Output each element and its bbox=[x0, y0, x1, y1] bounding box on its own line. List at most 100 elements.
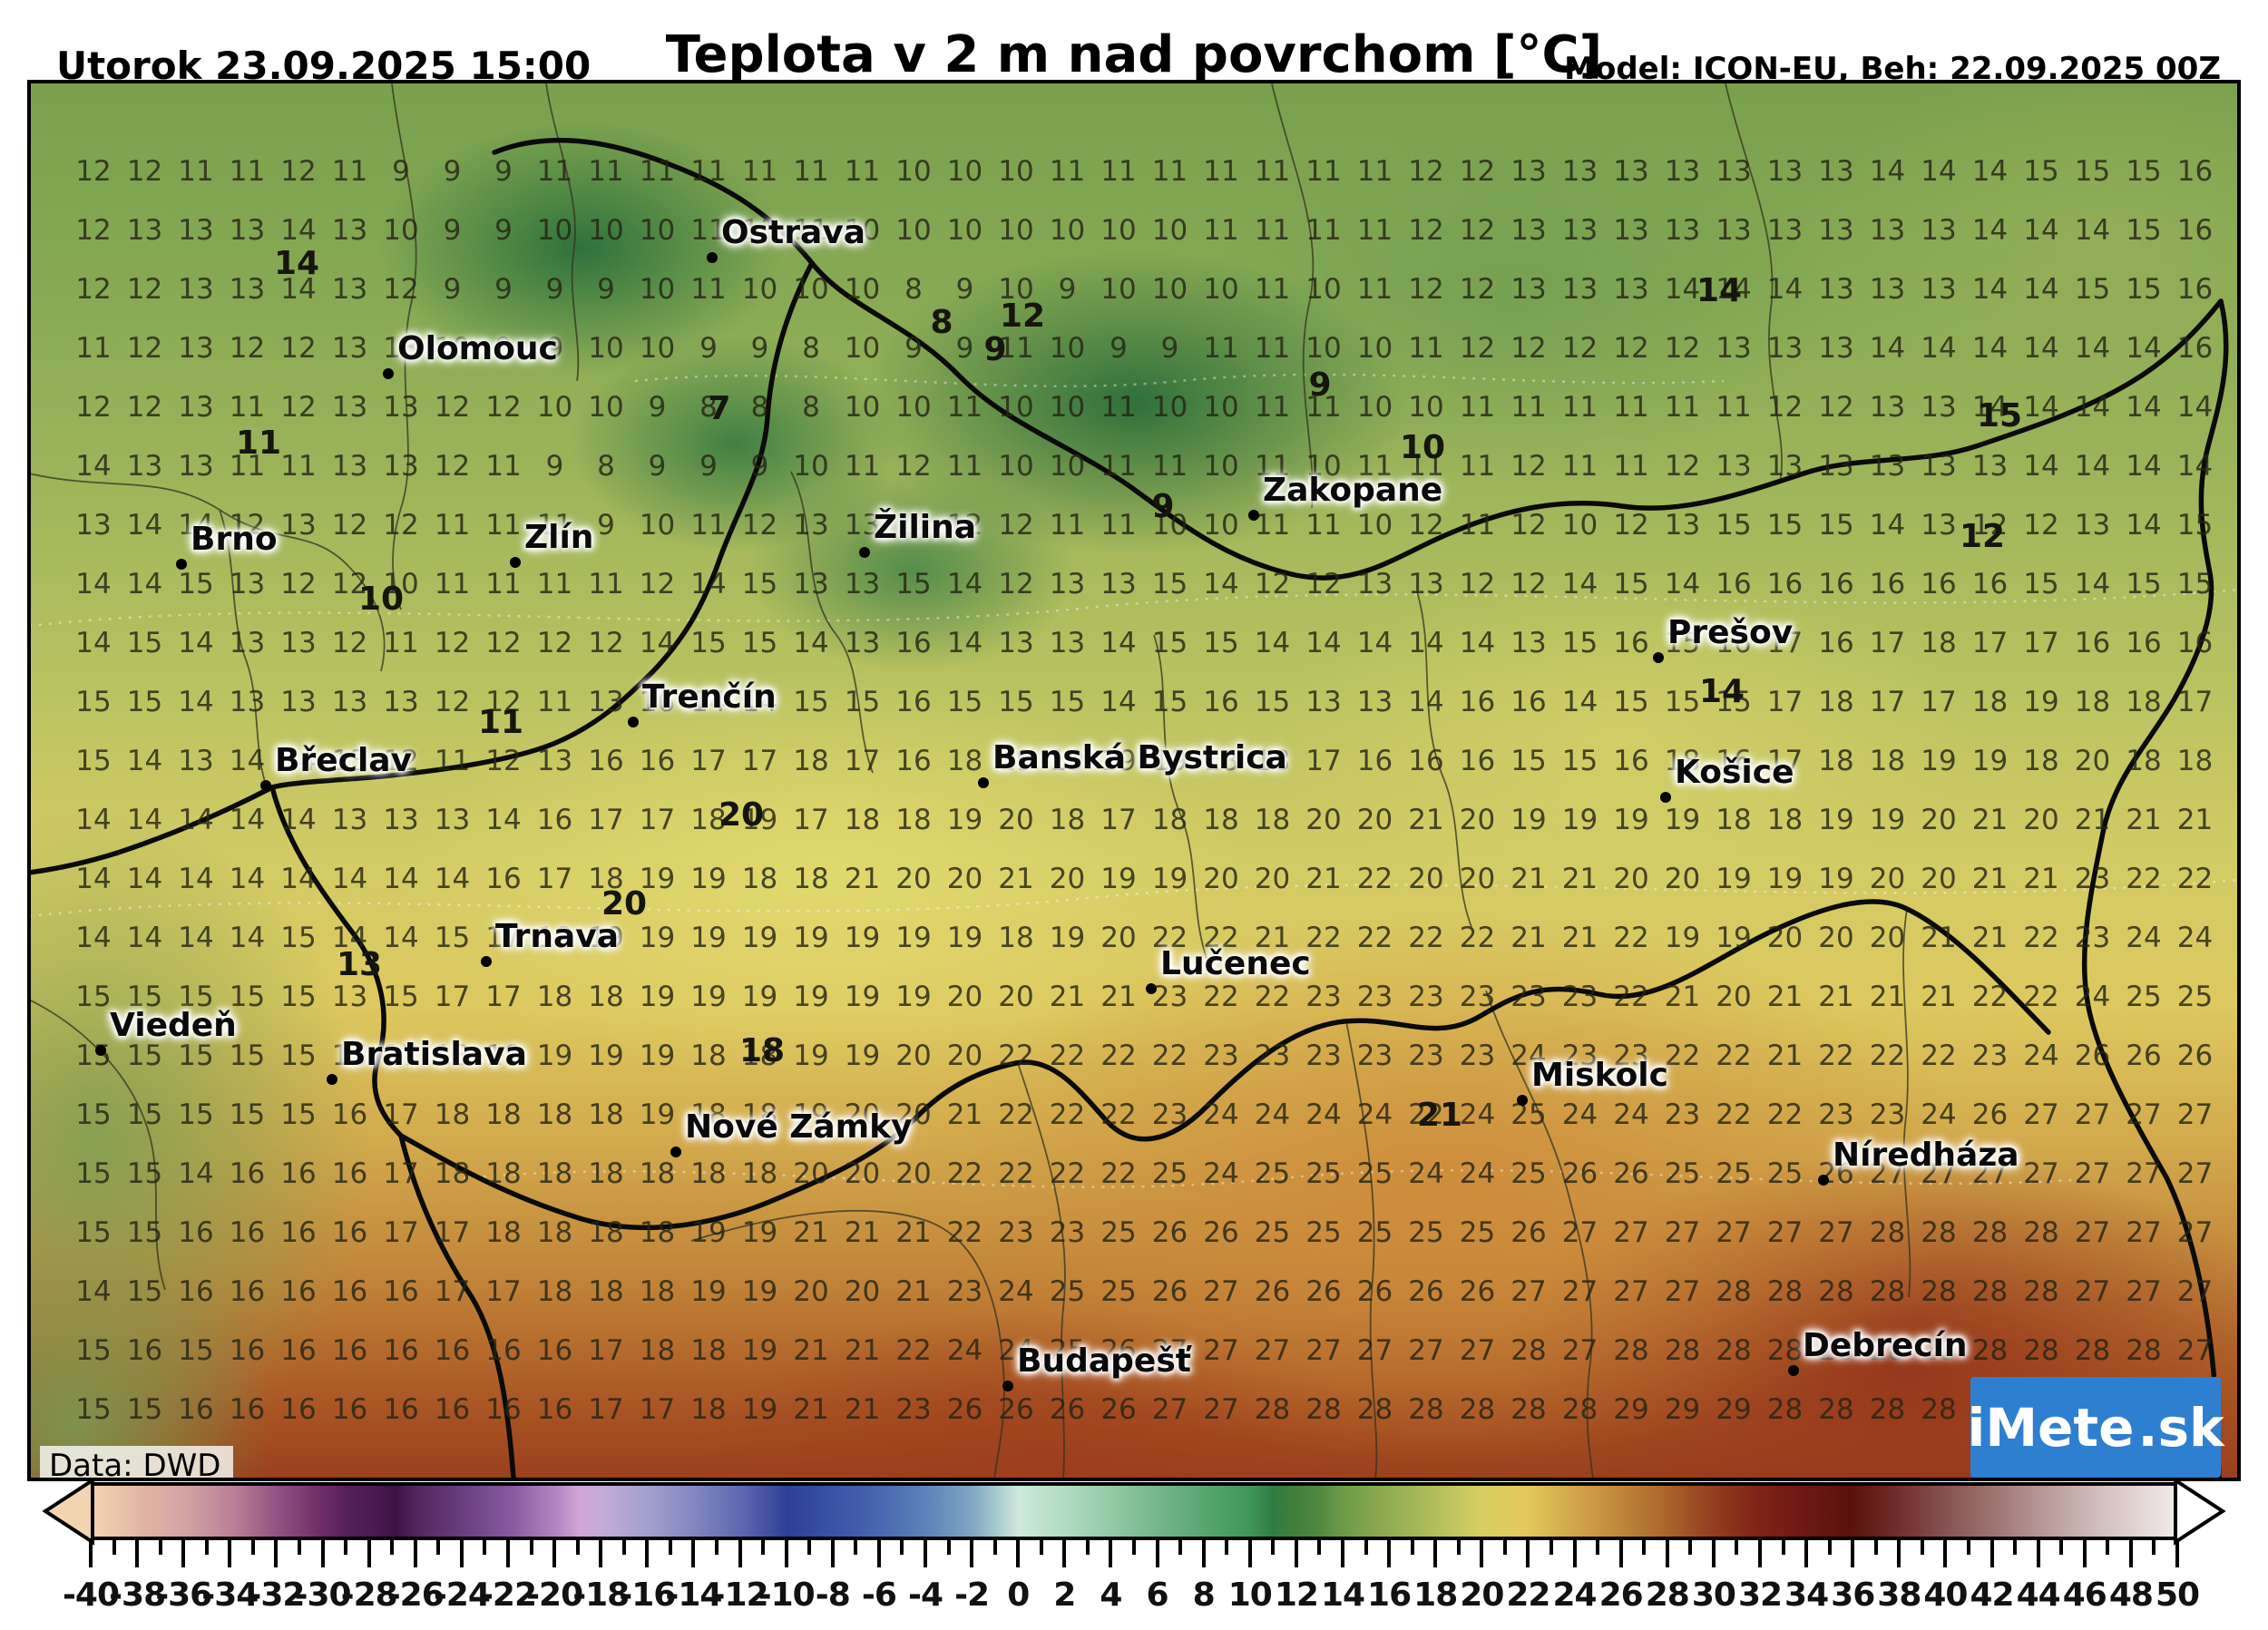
grid-temp-value: 18 bbox=[1818, 745, 1854, 777]
colorbar-tick bbox=[970, 1540, 974, 1567]
grid-temp-value: 11 bbox=[1408, 332, 1444, 365]
grid-temp-value: 25 bbox=[1356, 1216, 1393, 1249]
grid-temp-value: 14 bbox=[2126, 391, 2162, 424]
grid-temp-value: 10 bbox=[1100, 273, 1137, 306]
grid-temp-value: 15 bbox=[126, 981, 163, 1013]
grid-temp-value: 25 bbox=[2176, 981, 2214, 1013]
grid-temp-value: 13 bbox=[1510, 273, 1547, 306]
city-label: Nové Zámky bbox=[685, 1108, 913, 1146]
colorbar-tick bbox=[1155, 1540, 1159, 1567]
grid-temp-value: 18 bbox=[690, 1393, 727, 1426]
colorbar-tick bbox=[135, 1540, 140, 1567]
colorbar-tick bbox=[807, 1540, 812, 1555]
grid-temp-value: 13 bbox=[1818, 332, 1854, 365]
grid-temp-value: 12 bbox=[1459, 214, 1496, 247]
city-dot bbox=[859, 547, 870, 558]
grid-temp-value: 10 bbox=[1305, 332, 1342, 365]
colorbar-tick-label: 40 bbox=[1923, 1576, 1968, 1614]
colorbar-tick-label: 14 bbox=[1320, 1576, 1365, 1614]
colorbar-tick bbox=[668, 1540, 672, 1555]
grid-temp-value: 18 bbox=[485, 1098, 522, 1131]
grid-temp-value: 14 bbox=[434, 863, 471, 895]
grid-temp-value: 16 bbox=[331, 1393, 368, 1426]
grid-temp-value: 15 bbox=[280, 1039, 317, 1072]
grid-temp-value: 18 bbox=[793, 863, 829, 895]
grid-temp-value: 24 bbox=[1203, 1157, 1239, 1190]
grid-temp-value: 13 bbox=[1869, 214, 1906, 247]
grid-temp-value: 11 bbox=[178, 155, 214, 188]
grid-temp-value: 21 bbox=[844, 1216, 881, 1249]
grid-temp-value: 16 bbox=[178, 1216, 214, 1249]
city-dot bbox=[481, 956, 492, 967]
grid-temp-value: 21 bbox=[2074, 804, 2111, 836]
colorbar-tick-label: -20 bbox=[526, 1576, 583, 1614]
grid-temp-value: 10 bbox=[895, 214, 932, 247]
grid-temp-value: 17 bbox=[383, 1098, 419, 1131]
border-lines-layer bbox=[31, 83, 2237, 1478]
grid-temp-value: 14 bbox=[2074, 332, 2111, 365]
grid-temp-value: 22 bbox=[1049, 1157, 1086, 1190]
colorbar-tick-label: -30 bbox=[294, 1576, 352, 1614]
colorbar: -40 -38 -36 -34 -32 -30 -28 -26 -24 -22 -20 -18 -16-… bbox=[0, 1479, 2268, 1624]
grid-temp-value: 18 bbox=[1203, 804, 1239, 836]
grid-temp-value: 16 bbox=[1356, 745, 1393, 777]
grid-temp-value: 27 bbox=[1254, 1334, 1291, 1367]
grid-temp-value: 19 bbox=[690, 1216, 727, 1249]
grid-temp-value: 9 bbox=[699, 450, 718, 483]
grid-temp-value: 11 bbox=[434, 509, 471, 542]
grid-temp-value: 16 bbox=[331, 1039, 368, 1072]
grid-temp-value: 9 bbox=[494, 273, 513, 306]
grid-temp-value: 15 bbox=[793, 686, 829, 718]
grid-temp-value: 12 bbox=[280, 155, 317, 188]
grid-temp-value: 27 bbox=[2126, 1275, 2162, 1308]
grid-temp-value: 14 bbox=[75, 627, 112, 659]
grid-temp-value: 11 bbox=[1613, 450, 1649, 483]
grid-temp-value: 23 bbox=[1203, 1039, 1239, 1072]
grid-temp-value: 19 bbox=[1561, 804, 1598, 836]
grid-temp-value: 20 bbox=[793, 1275, 829, 1308]
grid-temp-value: 20 bbox=[844, 1098, 881, 1131]
grid-temp-value: 16 bbox=[1818, 568, 1854, 600]
grid-temp-value: 26 bbox=[2074, 1039, 2111, 1072]
grid-temp-value: 15 bbox=[75, 1098, 112, 1131]
grid-temp-value: 15 bbox=[229, 1039, 266, 1072]
grid-temp-value: 10 bbox=[998, 450, 1034, 483]
grid-temp-value: 26 bbox=[1100, 1393, 1137, 1426]
grid-temp-value: 15 bbox=[690, 627, 727, 659]
colorbar-tick-label: 44 bbox=[2016, 1576, 2061, 1614]
colorbar-tick bbox=[900, 1540, 904, 1555]
colorbar-tick bbox=[691, 1540, 696, 1567]
grid-temp-value: 11 bbox=[536, 509, 573, 542]
grid-temp-value: 16 bbox=[1818, 627, 1854, 659]
colorbar-tick-label: -40 bbox=[62, 1576, 120, 1614]
page-title: Teplota v 2 m nad povrchom [°C] bbox=[665, 25, 1603, 84]
grid-temp-value: 15 bbox=[2126, 273, 2162, 306]
grid-temp-value: 16 bbox=[280, 1393, 317, 1426]
grid-temp-value: 13 bbox=[331, 214, 368, 247]
grid-temp-value: 18 bbox=[588, 1098, 624, 1131]
grid-temp-value: 9 bbox=[955, 273, 974, 306]
colorbar-tick bbox=[1549, 1540, 1553, 1555]
grid-temp-value: 21 bbox=[844, 863, 881, 895]
grid-temp-value: 11 bbox=[1459, 391, 1496, 424]
grid-temp-value: 18 bbox=[793, 745, 829, 777]
grid-temp-value: 14 bbox=[1869, 332, 1906, 365]
data-source-label: Data: DWD bbox=[40, 1446, 234, 1478]
grid-temp-value: 14 bbox=[126, 568, 163, 600]
grid-temp-value: 12 bbox=[1613, 332, 1649, 365]
colorbar-tick-label: 46 bbox=[2062, 1576, 2107, 1614]
grid-temp-value: 16 bbox=[1510, 686, 1547, 718]
grid-temp-value: 9 bbox=[750, 450, 769, 483]
colorbar-tick bbox=[1387, 1540, 1392, 1567]
grid-temp-value: 19 bbox=[1100, 863, 1137, 895]
grid-temp-value: 12 bbox=[1510, 568, 1547, 600]
grid-temp-value: 13 bbox=[331, 686, 368, 718]
grid-temp-value: 15 bbox=[1613, 568, 1649, 600]
grid-temp-value: 21 bbox=[793, 1216, 829, 1249]
grid-temp-value: 13 bbox=[1869, 391, 1906, 424]
grid-temp-value: 14 bbox=[1921, 155, 1957, 188]
grid-temp-value: 16 bbox=[383, 1275, 419, 1308]
grid-temp-value: 21 bbox=[1049, 981, 1086, 1013]
colorbar-tick bbox=[946, 1540, 951, 1555]
grid-temp-value: 18 bbox=[588, 1216, 624, 1249]
